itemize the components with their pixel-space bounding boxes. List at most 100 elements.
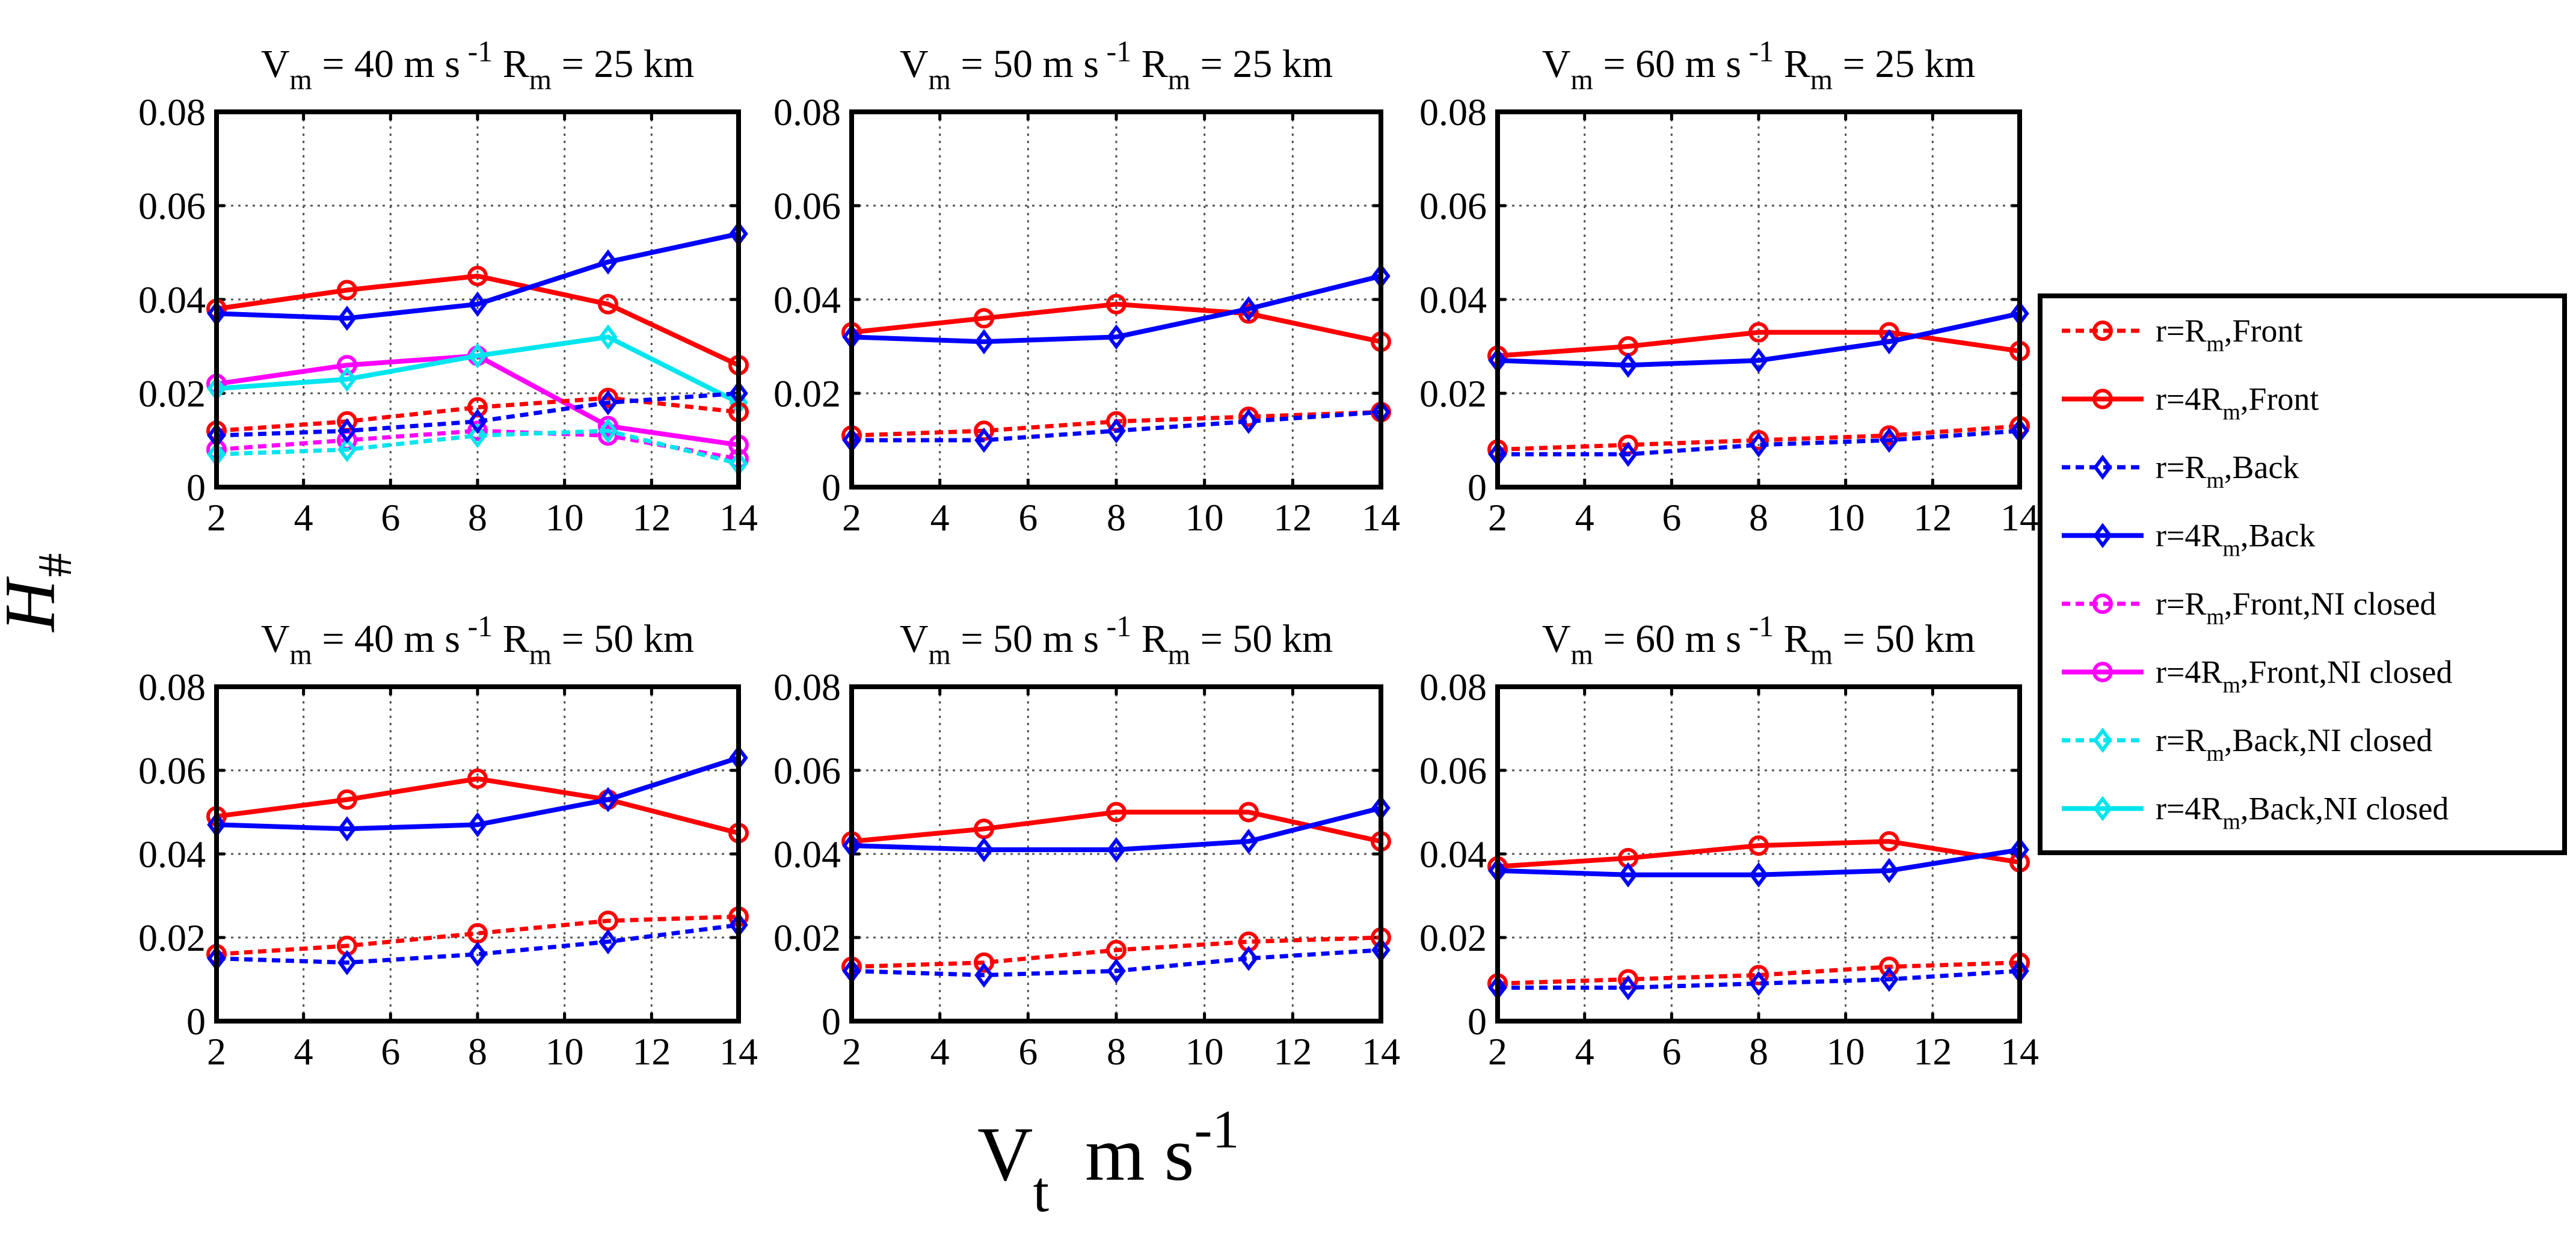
data-point bbox=[598, 787, 618, 812]
data-point bbox=[1618, 975, 1638, 1001]
plot-frame bbox=[849, 109, 1383, 490]
series-line bbox=[216, 776, 739, 836]
series-line bbox=[1497, 424, 2020, 452]
x-tick-label: 6 bbox=[381, 496, 400, 539]
data-point bbox=[1239, 408, 1258, 434]
data-point bbox=[1879, 956, 1899, 977]
data-point bbox=[468, 408, 487, 434]
y-tick-label: 0.02 bbox=[138, 916, 206, 959]
plot-frame bbox=[849, 684, 1383, 1024]
legend-entry: r=4Rm,Front,NI closed bbox=[2062, 654, 2452, 698]
y-tick-label: 0 bbox=[822, 1000, 841, 1043]
y-tick-label: 0.06 bbox=[773, 185, 841, 227]
series-line bbox=[1497, 330, 2020, 358]
data-point bbox=[974, 428, 994, 453]
chart-title: Vm = 40 m s -1 Rm = 25 km bbox=[261, 34, 694, 96]
series-r-4rm-back bbox=[1488, 837, 2029, 888]
y-tick-label: 0.04 bbox=[1419, 833, 1487, 876]
data-point bbox=[467, 768, 488, 789]
x-tick-label: 10 bbox=[546, 496, 584, 539]
y-tick-label: 0.06 bbox=[773, 749, 841, 792]
y-tick-label: 0.04 bbox=[1419, 278, 1487, 321]
y-tick-label: 0.02 bbox=[138, 372, 206, 415]
data-point bbox=[1618, 862, 1638, 888]
data-point bbox=[337, 816, 357, 842]
y-tick-label: 0.06 bbox=[1419, 749, 1487, 792]
chart-panel-4: 2 4 6 8 10 12 14 0 0.02 0.04 0.06 0.08 Vm = 40 m s -… bbox=[138, 609, 758, 1073]
y-tick-label: 0.08 bbox=[138, 666, 206, 708]
x-tick-label: 12 bbox=[1913, 496, 1952, 539]
data-point bbox=[1749, 432, 1768, 458]
y-tick-label: 0.04 bbox=[138, 278, 206, 321]
legend-label: r=4Rm,Front,NI closed bbox=[2156, 654, 2452, 698]
y-tick-label: 0.02 bbox=[773, 916, 841, 959]
y-tick-label: 0.04 bbox=[773, 278, 841, 321]
data-point bbox=[337, 789, 357, 810]
data-point bbox=[1748, 430, 1769, 450]
data-point bbox=[467, 420, 488, 441]
series-line bbox=[851, 274, 1382, 345]
data-point bbox=[1239, 945, 1258, 971]
series-line bbox=[216, 428, 739, 466]
x-tick-label: 12 bbox=[632, 496, 671, 539]
legend-marker bbox=[2092, 662, 2113, 683]
legend-entry: r=Rm,Front,NI closed bbox=[2062, 586, 2436, 630]
data-point bbox=[598, 324, 618, 350]
chart-panel-6: 2 4 6 8 10 12 14 0 0.02 0.04 0.06 0.08 Vm = 60 m s -… bbox=[1419, 609, 2039, 1073]
y-tick-label: 0.04 bbox=[138, 833, 206, 876]
x-tick-label: 10 bbox=[1827, 1030, 1865, 1073]
series-line bbox=[216, 755, 740, 832]
data-point bbox=[1749, 971, 1768, 996]
legend-marker bbox=[2092, 388, 2113, 410]
legend: r=Rm,Front r=4Rm,Front r=Rm,Back r=4Rm,Back… bbox=[2038, 293, 2567, 855]
y-tick-label: 0.08 bbox=[138, 91, 206, 134]
series-line bbox=[216, 428, 739, 461]
data-point bbox=[1880, 858, 1899, 883]
legend-label: r=4Rm,Back,NI closed bbox=[2156, 791, 2448, 835]
x-tick-label: 2 bbox=[842, 1030, 861, 1073]
series-line bbox=[851, 948, 1382, 978]
series-line bbox=[851, 809, 1382, 844]
y-tick-label: 0 bbox=[1468, 466, 1487, 509]
data-point bbox=[1618, 352, 1638, 378]
data-point bbox=[1749, 348, 1768, 373]
data-point bbox=[1879, 831, 1899, 852]
series-line bbox=[216, 274, 740, 367]
data-point bbox=[1238, 407, 1259, 427]
data-point bbox=[468, 812, 487, 838]
data-point bbox=[1748, 322, 1769, 343]
y-tick-label: 0 bbox=[186, 1000, 206, 1043]
x-tick-label: 4 bbox=[930, 1030, 950, 1073]
y-axis-label: H# bbox=[0, 553, 82, 633]
y-tick-label: 0 bbox=[1468, 1000, 1487, 1043]
data-point bbox=[598, 390, 618, 416]
data-point bbox=[1879, 425, 1899, 446]
chart-title: Vm = 60 m s -1 Rm = 25 km bbox=[1542, 34, 1975, 96]
series-line bbox=[216, 391, 739, 438]
chart-panel-2: 2 4 6 8 10 12 14 0 0.02 0.04 0.06 0.08 Vm = 50 m s -… bbox=[773, 34, 1400, 539]
series-line bbox=[216, 231, 739, 321]
x-tick-label: 4 bbox=[1575, 496, 1594, 539]
x-tick-label: 14 bbox=[1362, 496, 1400, 539]
y-tick-label: 0.08 bbox=[773, 91, 841, 134]
data-point bbox=[467, 266, 488, 286]
data-point bbox=[337, 305, 357, 331]
data-point bbox=[337, 950, 357, 975]
series-line bbox=[216, 922, 739, 965]
data-point bbox=[598, 418, 618, 444]
x-tick-label: 6 bbox=[1018, 1030, 1037, 1073]
y-tick-label: 0.06 bbox=[1419, 185, 1487, 227]
legend-marker bbox=[2093, 455, 2112, 480]
chart-panel-1: 2 4 6 8 10 12 14 0 0.02 0.04 0.06 0.08 Vm = 40 m s -… bbox=[138, 34, 758, 539]
series-line bbox=[852, 410, 1382, 443]
series-r-4rm-front bbox=[841, 802, 1391, 852]
data-point bbox=[974, 962, 994, 988]
x-tick-label: 8 bbox=[468, 496, 487, 539]
legend-marker bbox=[2092, 321, 2113, 341]
data-point bbox=[337, 280, 357, 301]
chart-title: Vm = 60 m s -1 Rm = 50 km bbox=[1542, 609, 1975, 671]
data-point bbox=[468, 343, 487, 369]
legend-entry: r=Rm,Back bbox=[2062, 449, 2299, 493]
data-point bbox=[1107, 324, 1126, 350]
x-tick-label: 6 bbox=[1662, 1030, 1681, 1073]
